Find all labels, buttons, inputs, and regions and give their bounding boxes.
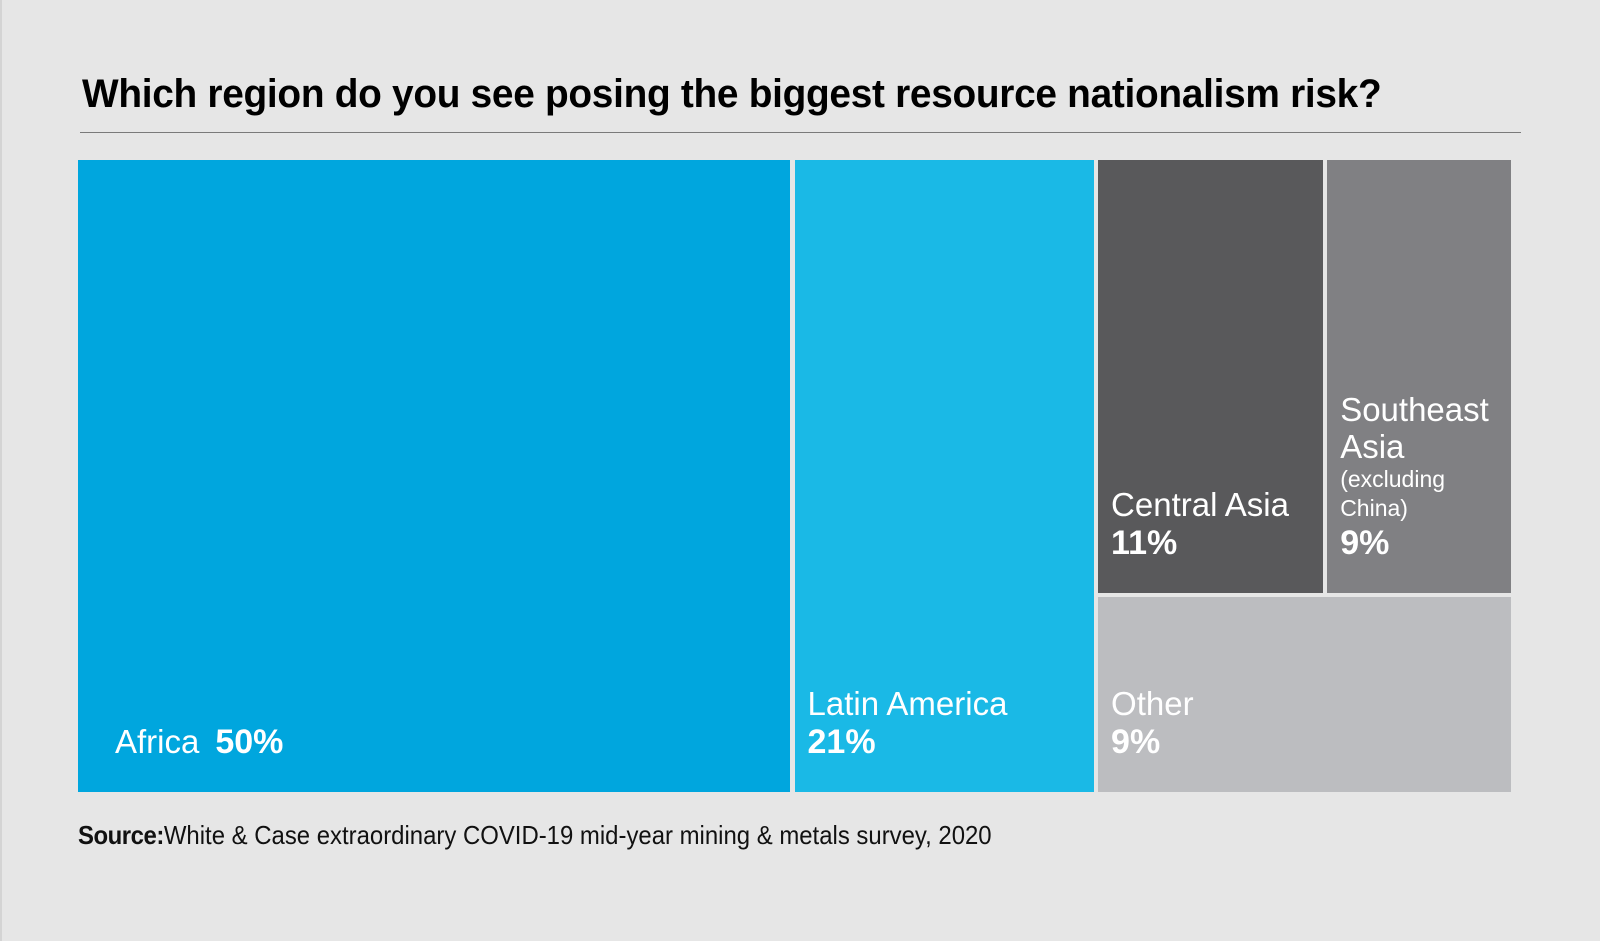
treemap-tile-southeast-asia-excluding-china: Southeast Asia (excluding China) 9%: [1327, 160, 1511, 593]
tile-name: Latin America: [807, 685, 1008, 722]
tile-name: Africa: [115, 723, 200, 760]
tile-name: Other: [1111, 684, 1194, 722]
chart-title: Which region do you see posing the bigge…: [82, 72, 1382, 116]
tile-label: Other 9%: [1111, 685, 1194, 762]
treemap-tile-africa: Africa 50%: [78, 160, 790, 792]
tile-name: Central Asia: [1111, 485, 1289, 523]
tile-value: 50%: [215, 723, 284, 761]
tile-sublabel: (excluding China): [1340, 465, 1446, 521]
treemap-tile-other: Other 9%: [1098, 597, 1511, 792]
treemap-tile-latin-america: Latin America 21%: [794, 160, 1094, 792]
tile-value: 21%: [807, 723, 876, 761]
tile-label: Central Asia 11%: [1111, 486, 1289, 563]
tile-value: 11%: [1111, 523, 1178, 562]
source-prefix: Source:: [78, 820, 164, 850]
tile-label: Southeast Asia (excluding China) 9%: [1340, 391, 1504, 563]
tile-label: Africa 50%: [115, 722, 283, 762]
source-note: Source:White & Case extraordinary COVID-…: [78, 820, 992, 851]
tile-value: 9%: [1340, 523, 1390, 562]
title-divider: [80, 132, 1521, 133]
source-text: White & Case extraordinary COVID-19 mid-…: [163, 820, 992, 850]
treemap-tile-central-asia: Central Asia 11%: [1098, 160, 1323, 593]
tile-value: 9%: [1111, 722, 1161, 761]
tile-label: Latin America 21%: [808, 685, 1008, 762]
tile-name: Southeast Asia: [1340, 390, 1489, 465]
